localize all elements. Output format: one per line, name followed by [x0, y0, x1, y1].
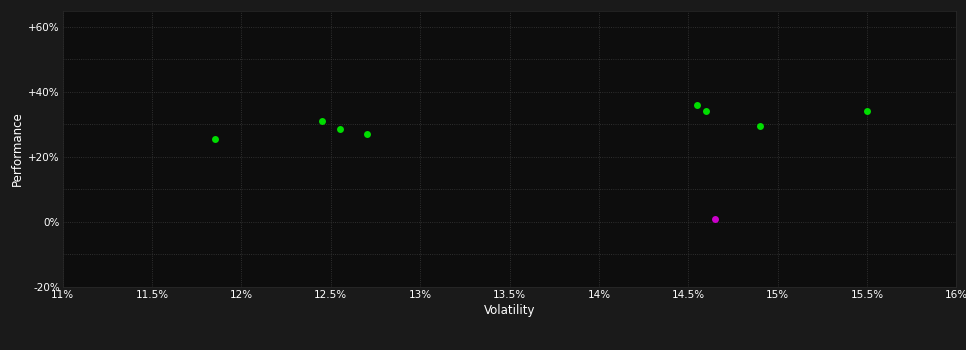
Point — [707, 217, 723, 222]
Y-axis label: Performance: Performance — [12, 111, 24, 186]
Point — [752, 123, 767, 129]
Point — [358, 131, 374, 137]
Point — [207, 136, 222, 142]
Point — [859, 108, 874, 114]
Point — [690, 102, 705, 108]
X-axis label: Volatility: Volatility — [484, 304, 535, 317]
Point — [698, 108, 714, 114]
Point — [314, 118, 329, 124]
Point — [332, 126, 348, 132]
